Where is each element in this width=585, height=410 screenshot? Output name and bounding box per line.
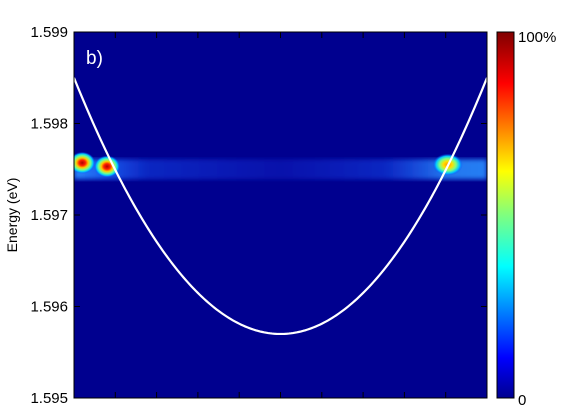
- y-tick-label: 1.597: [30, 207, 68, 224]
- emission-hotspot: [94, 155, 121, 178]
- y-tick-label: 1.596: [30, 299, 68, 316]
- y-tick-label: 1.595: [30, 390, 68, 407]
- panel-label: b): [86, 48, 103, 69]
- y-tick-label: 1.599: [30, 24, 68, 41]
- y-axis-label: Energy (eV): [4, 178, 20, 253]
- y-axis: 1.595 1.596 1.597 1.598 1.599: [30, 24, 487, 407]
- emission-band-strip: [74, 159, 487, 180]
- emission-hotspot: [74, 151, 96, 174]
- x-axis-ticks: [114, 32, 447, 398]
- y-tick-label: 1.598: [30, 116, 68, 133]
- colorbar-min-label: 0: [518, 392, 526, 409]
- colorbar: [496, 31, 515, 399]
- colorbar-max-label: 100%: [518, 29, 556, 46]
- plot-area: [74, 32, 487, 398]
- parabola-curve: [72, 77, 489, 336]
